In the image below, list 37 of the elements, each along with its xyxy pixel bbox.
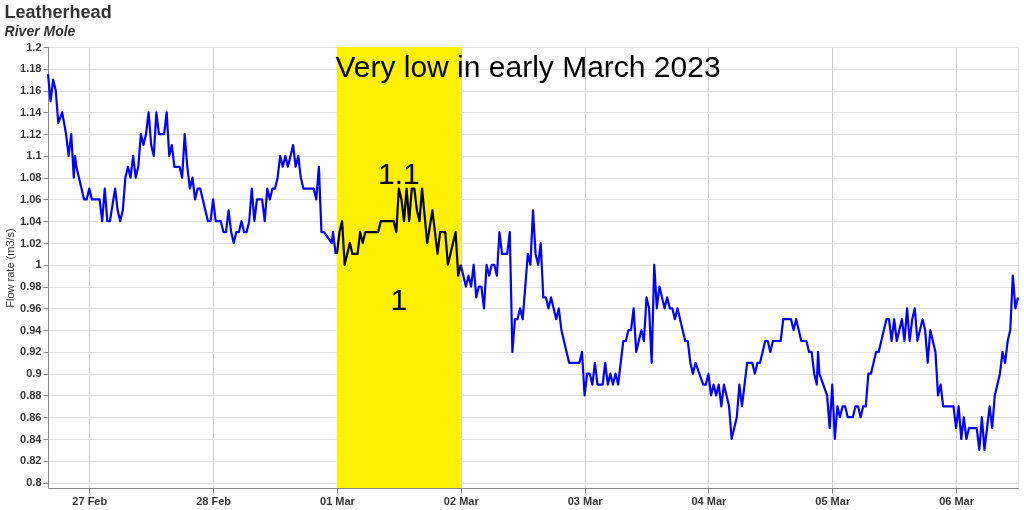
y-tick-label: 1.14 bbox=[20, 105, 43, 118]
y-tick-label: 1.04 bbox=[20, 214, 43, 227]
x-tick-label: 05 Mar bbox=[815, 494, 851, 507]
y-tick-label: 0.94 bbox=[20, 323, 43, 336]
x-tick-label: 04 Mar bbox=[691, 494, 728, 507]
y-tick-label: 1.18 bbox=[20, 62, 42, 75]
y-tick-label: 1.06 bbox=[20, 192, 42, 205]
y-tick-label: 1.12 bbox=[20, 127, 42, 140]
chart-subtitle: River Mole bbox=[4, 23, 76, 39]
y-tick-label: 0.82 bbox=[20, 454, 42, 467]
annotation: 1 bbox=[390, 283, 408, 316]
y-tick-label: 0.9 bbox=[26, 367, 42, 380]
x-tick-label: 03 Mar bbox=[567, 494, 604, 507]
x-tick-label: 01 Mar bbox=[320, 494, 356, 507]
y-tick-label: 0.8 bbox=[26, 476, 42, 489]
line-series bbox=[46, 73, 337, 255]
chart-title: Leatherhead bbox=[4, 2, 112, 22]
y-axis-title: Flow rate (m3/s) bbox=[4, 228, 17, 308]
x-tick-label: 06 Mar bbox=[939, 494, 975, 507]
x-tick-label: 27 Feb bbox=[72, 494, 108, 507]
y-tick-label: 1.08 bbox=[20, 171, 42, 184]
annotation: 1.1 bbox=[377, 157, 420, 190]
line-series bbox=[335, 187, 462, 277]
line-series bbox=[459, 209, 1020, 451]
y-tick-label: 0.88 bbox=[20, 388, 42, 401]
x-tick-label: 28 Feb bbox=[196, 494, 232, 507]
y-tick-label: 1.16 bbox=[20, 84, 42, 97]
y-tick-label: 0.86 bbox=[20, 410, 42, 423]
y-tick-label: 1.1 bbox=[26, 149, 42, 162]
y-tick-label: 0.98 bbox=[20, 280, 42, 293]
y-tick-label: 0.84 bbox=[20, 432, 43, 445]
y-tick-label: 0.92 bbox=[20, 345, 42, 358]
y-tick-label: 1.02 bbox=[20, 236, 42, 249]
x-tick-label: 02 Mar bbox=[443, 494, 480, 507]
y-tick-label: 0.96 bbox=[20, 301, 42, 314]
y-tick-label: 1 bbox=[35, 258, 42, 271]
y-tick-label: 1.2 bbox=[26, 40, 42, 53]
